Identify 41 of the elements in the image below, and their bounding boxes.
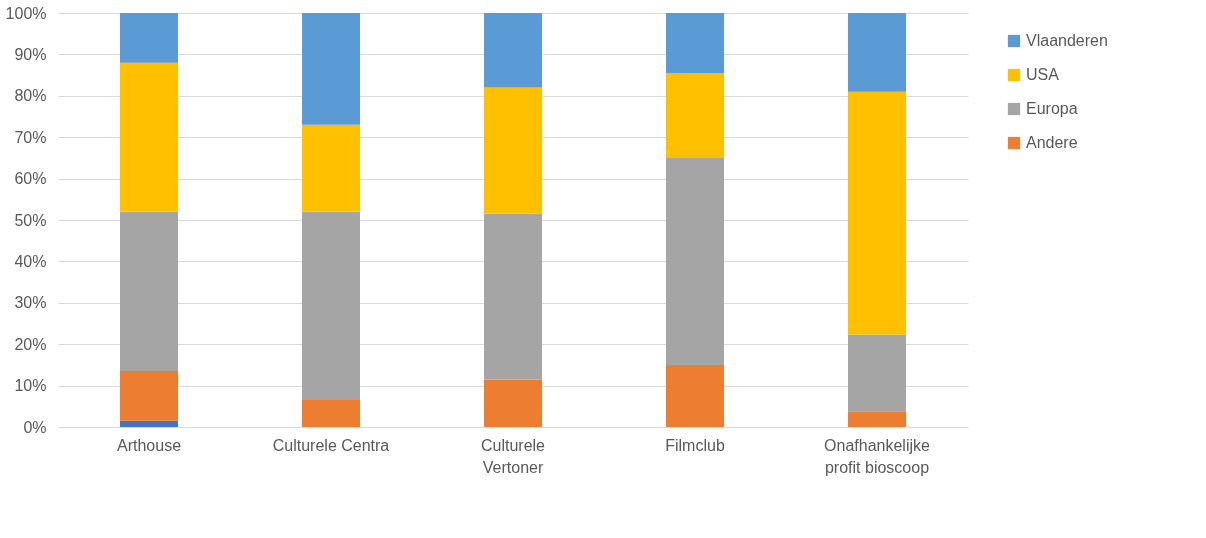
x-tick-label: Onafhankelijke profit bioscoop xyxy=(824,436,931,476)
legend-label: Europa xyxy=(1026,100,1078,117)
x-tick-label: Culturele Centra xyxy=(272,436,390,454)
bar xyxy=(666,73,724,158)
bar xyxy=(848,334,906,412)
bar xyxy=(484,379,542,427)
y-tick-label: 30% xyxy=(14,294,47,312)
bar xyxy=(120,62,178,212)
bar xyxy=(302,124,360,212)
legend-label: Andere xyxy=(1026,134,1078,151)
x-tick-label: Filmclub xyxy=(665,436,725,454)
bar xyxy=(666,13,724,74)
y-tick-label: 90% xyxy=(14,45,47,63)
bar xyxy=(848,13,906,92)
bar xyxy=(666,364,724,427)
y-tick-label: 0% xyxy=(23,418,47,436)
y-tick-label: 50% xyxy=(14,211,47,229)
legend-label: USA xyxy=(1026,66,1060,83)
bar xyxy=(120,420,178,427)
y-tick-label: 80% xyxy=(14,87,47,105)
x-tick-label: Arthouse xyxy=(116,436,182,454)
bar xyxy=(484,87,542,214)
legend-label: Vlaanderen xyxy=(1026,32,1108,49)
bar xyxy=(484,213,542,380)
bar xyxy=(120,13,178,63)
bar xyxy=(484,13,542,88)
y-tick-label: 100% xyxy=(5,4,47,22)
bar xyxy=(120,371,178,421)
x-tick-label: Culturele Vertoner xyxy=(480,436,546,476)
y-tick-label: 10% xyxy=(14,377,47,395)
y-tick-label: 20% xyxy=(14,335,47,353)
bar xyxy=(848,411,906,427)
y-tick-label: 70% xyxy=(14,128,47,146)
bar xyxy=(302,400,360,427)
bar xyxy=(302,13,360,125)
bar xyxy=(302,211,360,401)
y-tick-label: 60% xyxy=(14,170,47,188)
bar xyxy=(666,157,724,365)
y-tick-label: 40% xyxy=(14,252,47,270)
bar xyxy=(848,91,906,335)
bar xyxy=(120,211,178,372)
